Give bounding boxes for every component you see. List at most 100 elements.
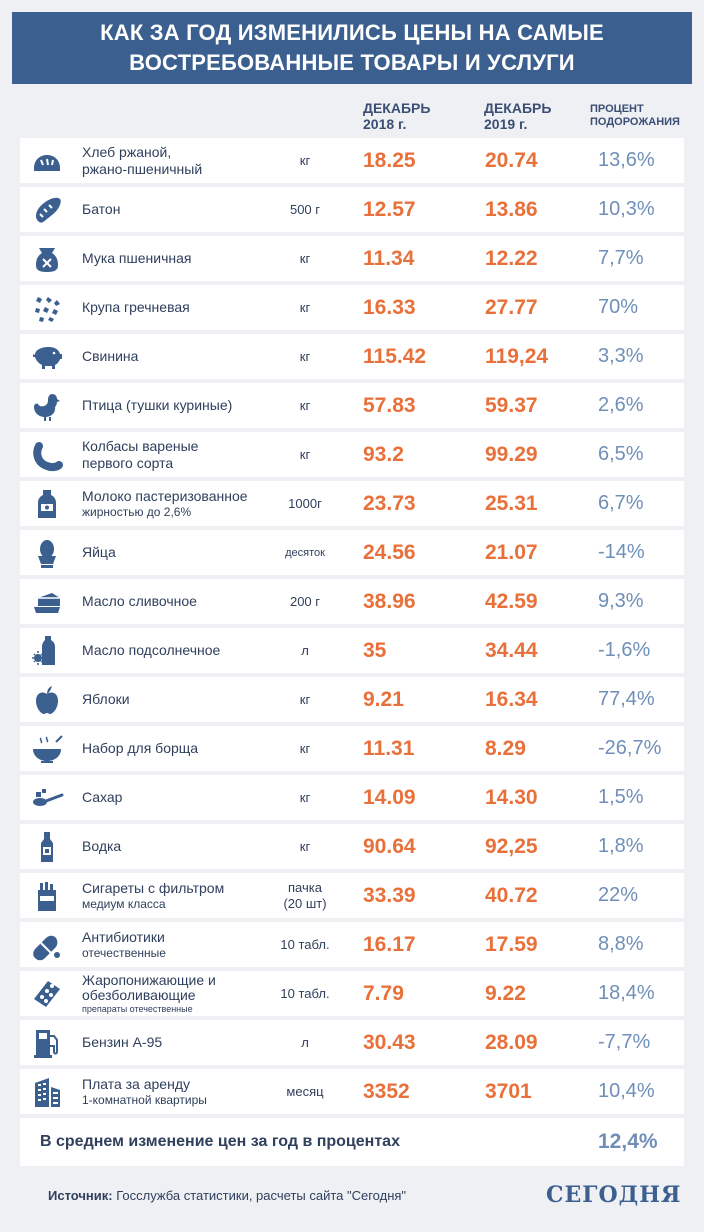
- sugar-spoon-icon: [30, 781, 64, 815]
- price-2018: 57.83: [363, 393, 416, 417]
- item-unit-line1: кг: [299, 691, 311, 707]
- item-name: Яблоки: [82, 677, 292, 722]
- item-name-line1: Плата за аренду: [82, 1075, 190, 1092]
- price-2018: 115.42: [363, 344, 427, 368]
- item-name-line1: Крупа гречневая: [82, 299, 190, 315]
- price-2018: 11.31: [363, 736, 415, 760]
- price-2018: 14.09: [363, 785, 416, 809]
- sausage-icon: [30, 438, 64, 472]
- price-2019: 14.30: [485, 785, 538, 809]
- item-unit-line1: кг: [299, 250, 311, 266]
- price-2019: 92,25: [485, 834, 538, 858]
- item-name-line2: жирностью до 2,6%: [82, 504, 192, 519]
- item-name-line1: Масло сливочное: [82, 593, 197, 609]
- vodka-bottle-icon: [30, 830, 64, 864]
- item-unit: кг: [270, 677, 340, 722]
- table-row: Мука пшеничная кг 11.34 12.22 7,7%: [20, 236, 684, 281]
- column-header-2018-line2: 2018 г.: [363, 116, 407, 132]
- item-name-line1: Батон: [82, 201, 121, 217]
- column-header-percent: ПРОЦЕНТ ПОДОРОЖАНИЯ: [590, 103, 680, 129]
- price-change-percent: 3,3%: [598, 345, 644, 367]
- item-unit-line1: кг: [299, 838, 311, 854]
- price-change-percent: 77,4%: [598, 688, 655, 710]
- item-unit: 200 г: [270, 579, 340, 624]
- item-unit-line1: кг: [299, 740, 311, 756]
- flour-bag-icon: [30, 242, 64, 276]
- price-2018: 16.33: [363, 295, 416, 319]
- item-unit-line2: (20 шт): [283, 895, 327, 911]
- item-unit: кг: [270, 775, 340, 820]
- item-unit: кг: [270, 138, 340, 183]
- price-2018: 9.21: [363, 687, 404, 711]
- summary-row: В среднем изменение цен за год в процент…: [20, 1118, 684, 1166]
- butter-icon: [30, 585, 64, 619]
- price-2018: 93.2: [363, 442, 404, 466]
- table-row: Яйца десяток 24.56 21.07 -14%: [20, 530, 684, 575]
- chicken-icon: [30, 389, 64, 423]
- table-row: Хлеб ржаной, ржано-пшеничный кг 18.25 20.74 1…: [20, 138, 684, 183]
- item-unit: десяток: [270, 530, 340, 575]
- item-name-line2: обезболивающие: [82, 986, 196, 1003]
- item-unit: 10 табл.: [270, 971, 340, 1016]
- price-2019: 8.29: [485, 736, 526, 760]
- item-unit: кг: [270, 285, 340, 330]
- price-2018: 38.96: [363, 589, 416, 613]
- table-row: Птица (тушки куриные) кг 57.83 59.37 2,6%: [20, 383, 684, 428]
- table-row: Бензин А-95 л 30.43 28.09 -7,7%: [20, 1020, 684, 1065]
- item-name: Масло сливочное: [82, 579, 292, 624]
- table-row: Набор для борща кг 11.31 8.29 -26,7%: [20, 726, 684, 771]
- item-name: Мука пшеничная: [82, 236, 292, 281]
- item-name-line1: Водка: [82, 838, 122, 854]
- pill-capsule-icon: [30, 928, 64, 962]
- item-unit: кг: [270, 824, 340, 869]
- apple-icon: [30, 683, 64, 717]
- item-name: Набор для борща: [82, 726, 292, 771]
- price-2019: 59.37: [485, 393, 538, 417]
- item-unit-line1: 10 табл.: [280, 985, 330, 1001]
- price-change-percent: 2,6%: [598, 394, 644, 416]
- item-unit-line1: кг: [299, 152, 311, 168]
- item-unit-line1: 10 табл.: [280, 936, 330, 952]
- oil-bottle-icon: [30, 634, 64, 668]
- item-unit: 10 табл.: [270, 922, 340, 967]
- item-unit-line1: 200 г: [289, 593, 321, 609]
- title-line-2: ВОСТРЕБОВАННЫЕ ТОВАРЫ И УСЛУГИ: [129, 50, 575, 75]
- item-name-line1: Яблоки: [82, 691, 130, 707]
- item-name: Свинина: [82, 334, 292, 379]
- table-row: Жаропонижающие и обезболивающие препараты …: [20, 971, 684, 1016]
- buckwheat-icon: [30, 291, 64, 325]
- item-name: Молоко пастеризованное жирностью до 2,6%: [82, 481, 292, 526]
- price-2018: 12.57: [363, 197, 416, 221]
- item-unit-line1: кг: [299, 446, 311, 462]
- item-unit-line1: кг: [299, 789, 311, 805]
- price-2018: 90.64: [363, 834, 416, 858]
- item-name-line1: Набор для борща: [82, 740, 199, 756]
- item-unit-line1: пачка: [288, 879, 322, 895]
- item-name-line1: Жаропонижающие и: [82, 971, 216, 988]
- column-header-2018: ДЕКАБРЬ 2018 г.: [363, 100, 430, 132]
- item-name-line1: Птица (тушки куриные): [82, 397, 233, 413]
- egg-icon: [30, 536, 64, 570]
- price-2018: 7.79: [363, 981, 404, 1005]
- item-name-line1: Бензин А-95: [82, 1034, 163, 1050]
- price-change-percent: 6,7%: [598, 492, 644, 514]
- item-name: Сигареты с фильтром медиум класса: [82, 873, 292, 918]
- price-2018: 24.56: [363, 540, 416, 564]
- item-name-line3: препараты отечественные: [82, 1003, 193, 1014]
- table-row: Антибиотики отечественные 10 табл. 16.17 17.…: [20, 922, 684, 967]
- price-2019: 119,24: [485, 344, 549, 368]
- gas-pump-icon: [30, 1026, 64, 1060]
- price-2019: 40.72: [485, 883, 538, 907]
- item-unit-line1: месяц: [286, 1083, 324, 1099]
- item-name-line2: первого сорта: [82, 454, 174, 471]
- item-unit: кг: [270, 726, 340, 771]
- price-2018: 3352: [363, 1079, 410, 1103]
- item-name: Батон: [82, 187, 292, 232]
- price-change-percent: 22%: [598, 884, 639, 906]
- price-2019: 20.74: [485, 148, 538, 172]
- column-header-2019: ДЕКАБРЬ 2019 г.: [484, 100, 551, 132]
- pig-icon: [30, 340, 64, 374]
- column-header-percent-line2: ПОДОРОЖАНИЯ: [590, 116, 680, 128]
- price-change-percent: 70%: [598, 296, 639, 318]
- item-name-line1: Молоко пастеризованное: [82, 487, 248, 504]
